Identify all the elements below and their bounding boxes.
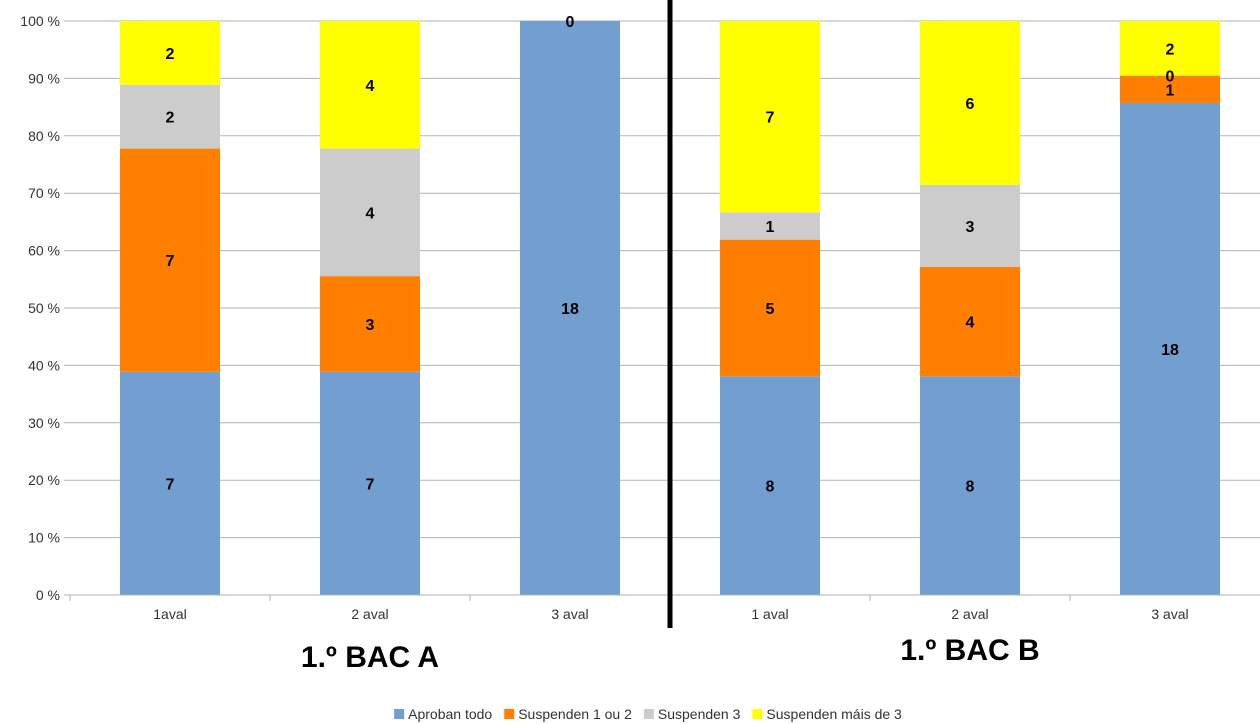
data-label-0-3: 8 — [766, 479, 775, 496]
data-label-1-0: 7 — [166, 253, 175, 270]
legend-item-3: Suspenden máis de 3 — [752, 706, 902, 722]
data-label-2-3: 1 — [766, 219, 775, 236]
y-tick-label: 100 % — [20, 13, 60, 29]
y-tick-label: 20 % — [28, 472, 60, 488]
y-axis-tick-labels: 0 % 10 % 20 % 30 % 40 % 50 % 60 % 70 % 80 % 90 % 1… — [20, 13, 60, 603]
x-category-label: 1 aval — [751, 606, 788, 622]
x-category-label: 2 aval — [351, 606, 388, 622]
bar-segment-1-5 — [1120, 75, 1220, 103]
bar-segment-0-5 — [1120, 103, 1220, 595]
data-label-0-4: 8 — [966, 479, 975, 496]
data-label-1-5: 1 — [1166, 82, 1175, 99]
y-tick-label: 90 % — [28, 70, 60, 86]
data-label-0-2: 18 — [561, 301, 579, 318]
bar-segment-0-0 — [120, 371, 220, 595]
legend-item-1: Suspenden 1 ou 2 — [504, 706, 632, 722]
bar-segment-0-3 — [720, 376, 820, 595]
bar-segment-1-1 — [320, 276, 420, 372]
data-label-0-5: 18 — [1161, 342, 1179, 359]
x-category-label: 3 aval — [1151, 606, 1188, 622]
bar-segment-0-4 — [920, 376, 1020, 595]
legend: Aproban todo Suspenden 1 ou 2 Suspenden 3 S… — [394, 706, 902, 722]
data-label-3-2: 0 — [566, 14, 575, 31]
x-axis-category-labels: 1aval 2 aval 3 aval 1 aval 2 aval 3 aval — [153, 606, 1188, 622]
group-title-1: 1.º BAC B — [900, 634, 1039, 667]
bar-segment-3-5 — [1120, 21, 1220, 76]
legend-item-2: Suspenden 3 — [643, 706, 741, 722]
y-tick-label: 0 % — [36, 587, 60, 603]
bar-segment-2-3 — [720, 212, 820, 240]
bar-segment-2-0 — [120, 84, 220, 149]
y-tick-label: 50 % — [28, 300, 60, 316]
data-label-1-3: 5 — [766, 301, 775, 318]
group-titles: 1.º BAC A 1.º BAC B — [301, 634, 1040, 674]
legend-label: Suspenden 3 — [658, 706, 741, 722]
y-tick-label: 60 % — [28, 243, 60, 259]
bar-segment-3-4 — [920, 21, 1020, 185]
group-title-0: 1.º BAC A — [301, 641, 439, 674]
legend-swatch — [394, 709, 405, 719]
x-category-label: 2 aval — [951, 606, 988, 622]
data-label-2-0: 2 — [166, 110, 175, 127]
legend-swatch — [504, 709, 515, 719]
bars — [120, 21, 1220, 595]
bar-segment-0-1 — [320, 371, 420, 595]
data-label-0-0: 7 — [166, 476, 175, 493]
bar-segment-1-0 — [120, 148, 220, 372]
data-label-1-1: 3 — [366, 317, 375, 334]
legend-label: Suspenden 1 ou 2 — [518, 706, 632, 722]
x-axis — [69, 0, 1260, 628]
x-category-label: 1aval — [153, 606, 186, 622]
data-label-3-3: 7 — [766, 110, 775, 127]
data-label-1-4: 4 — [966, 315, 975, 332]
data-label-2-5: 0 — [1166, 69, 1175, 86]
x-category-label: 3 aval — [551, 606, 588, 622]
bar-segment-0-2 — [520, 21, 620, 595]
legend-label: Aproban todo — [408, 706, 492, 722]
data-label-3-0: 2 — [166, 46, 175, 63]
data-label-0-1: 7 — [366, 476, 375, 493]
y-tick-label: 80 % — [28, 128, 60, 144]
data-label-3-5: 2 — [1166, 41, 1175, 58]
y-tick-label: 70 % — [28, 185, 60, 201]
legend-swatch — [643, 709, 654, 719]
data-label-3-1: 4 — [366, 78, 375, 95]
bar-segment-3-1 — [320, 21, 420, 149]
y-tick-label: 40 % — [28, 357, 60, 373]
bar-segment-3-3 — [720, 21, 820, 213]
gridlines — [64, 20, 1260, 596]
legend-item-0: Aproban todo — [394, 706, 492, 722]
data-label-2-1: 4 — [366, 205, 375, 222]
y-tick-label: 30 % — [28, 415, 60, 431]
bar-segment-1-4 — [920, 267, 1020, 377]
bar-segment-1-3 — [720, 239, 820, 377]
legend-label: Suspenden máis de 3 — [766, 706, 902, 722]
y-tick-label: 10 % — [28, 530, 60, 546]
legend-swatch — [752, 709, 763, 719]
bar-segment-2-4 — [920, 185, 1020, 267]
bar-segment-3-0 — [120, 21, 220, 85]
data-label-3-4: 6 — [966, 96, 975, 113]
bar-segment-2-1 — [320, 148, 420, 277]
data-label-2-4: 3 — [966, 219, 975, 236]
